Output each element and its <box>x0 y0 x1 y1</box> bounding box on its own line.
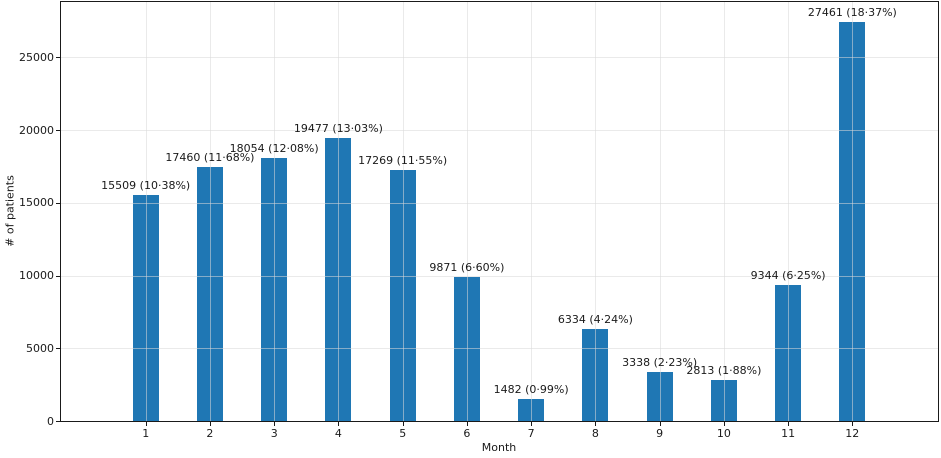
x-tick-mark <box>788 422 790 426</box>
v-gridline <box>402 2 404 421</box>
y-tick-label: 20000 <box>19 123 54 137</box>
y-tick-mark <box>56 202 60 204</box>
bar <box>261 158 288 421</box>
x-tick-mark <box>338 422 340 426</box>
y-tick-label: 10000 <box>19 269 54 282</box>
bar-value-label: 18054 (12·08%) <box>229 142 319 156</box>
y-tick-label: 5000 <box>26 341 54 355</box>
h-gridline <box>61 202 938 204</box>
v-gridline <box>209 2 211 421</box>
v-gridline <box>659 2 661 421</box>
bar-value-label: 1482 (0·99%) <box>493 383 569 397</box>
y-tick-mark <box>56 421 60 422</box>
x-tick-mark <box>595 422 597 426</box>
plot-area: 15509 (10·38%) 17460 (11·68%) 18054 (12·08… <box>60 1 939 422</box>
y-tick-mark <box>56 348 60 350</box>
x-tick-label: 11 <box>781 427 796 440</box>
x-tick-label: 10 <box>716 427 731 440</box>
x-axis-label: Month <box>481 441 517 454</box>
x-tick-label: 9 <box>656 427 664 440</box>
h-gridline <box>61 57 938 59</box>
bar <box>710 380 737 421</box>
bar-value-label: 17269 (11·55%) <box>358 153 448 167</box>
bar-value-label: 3338 (2·23%) <box>622 356 698 370</box>
y-tick-mark <box>56 130 60 131</box>
x-tick-label: 7 <box>527 427 535 440</box>
y-tick-mark <box>56 57 60 59</box>
v-gridline <box>852 2 854 421</box>
bar-value-label: 27461 (18·37%) <box>807 5 897 19</box>
x-tick-label: 3 <box>270 427 278 440</box>
bar <box>582 328 609 421</box>
bar-value-label: 17460 (11·68%) <box>165 151 255 164</box>
bar <box>389 169 416 421</box>
gridlines-layer <box>61 2 938 421</box>
bar-value-label: 9871 (6·60%) <box>429 261 505 275</box>
y-axis-label: # of patients <box>3 175 17 247</box>
x-tick-mark <box>531 422 533 426</box>
bar-value-label: 6334 (4·24%) <box>557 312 633 326</box>
x-tick-label: 5 <box>399 427 407 440</box>
h-gridline <box>61 275 938 277</box>
x-tick-mark <box>145 422 147 426</box>
v-gridline <box>723 2 725 421</box>
y-tick-label: 0 <box>47 414 54 428</box>
v-gridline <box>466 2 468 421</box>
y-tick-label: 15000 <box>19 196 54 210</box>
v-gridline <box>595 2 597 421</box>
bar-value-label: 9344 (6·25%) <box>750 269 826 283</box>
v-gridline <box>274 2 276 421</box>
bar-value-label: 15509 (10·38%) <box>101 179 191 193</box>
x-tick-label: 1 <box>142 427 150 440</box>
v-gridline <box>788 2 790 421</box>
x-tick-mark <box>209 422 211 426</box>
bar-value-label: 19477 (13·03%) <box>293 121 383 135</box>
v-gridline <box>338 2 340 421</box>
x-tick-label: 4 <box>334 427 342 440</box>
y-tick-mark <box>56 275 60 277</box>
x-tick-mark <box>402 422 404 426</box>
bar-labels-layer: 15509 (10·38%) 17460 (11·68%) 18054 (12·08… <box>61 2 938 421</box>
x-tick-mark <box>723 422 725 426</box>
x-tick-label: 12 <box>845 427 860 440</box>
v-gridline <box>145 2 147 421</box>
bar-value-label: 2813 (1·88%) <box>686 364 762 378</box>
x-tick-mark <box>852 422 854 426</box>
x-tick-label: 2 <box>206 427 214 440</box>
h-gridline <box>61 348 938 350</box>
y-tick-label: 25000 <box>19 50 54 64</box>
x-tick-mark <box>274 422 276 426</box>
x-tick-label: 8 <box>591 427 599 440</box>
h-gridline <box>61 130 938 131</box>
x-tick-mark <box>659 422 661 426</box>
x-tick-label: 6 <box>463 427 471 440</box>
v-gridline <box>531 2 533 421</box>
x-tick-mark <box>466 422 468 426</box>
